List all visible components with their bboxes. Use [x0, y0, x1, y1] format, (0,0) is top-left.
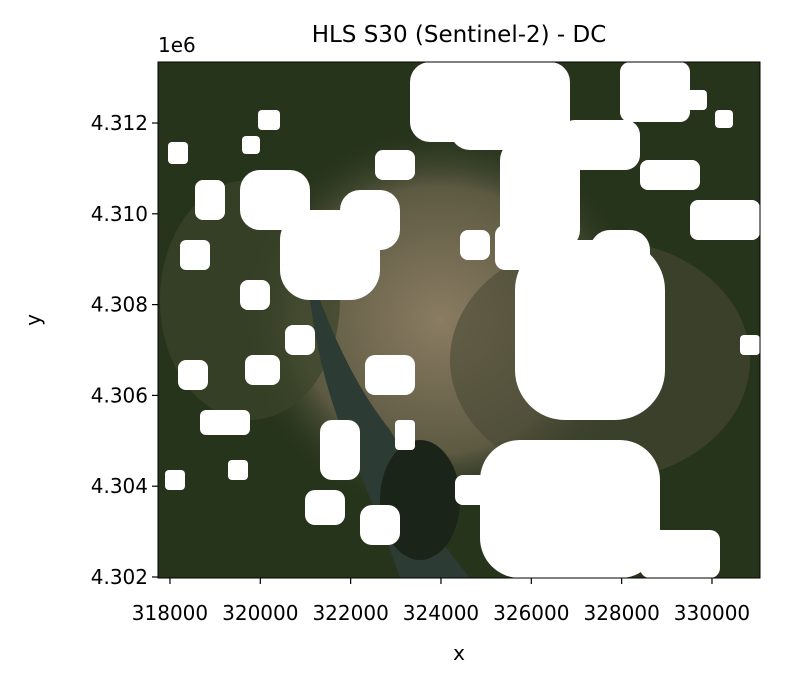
- x-tick-label: 330000: [674, 601, 750, 625]
- x-tick-label: 318000: [132, 601, 208, 625]
- y-tick-label: 4.306: [91, 383, 148, 407]
- satellite-image: [158, 62, 760, 578]
- y-offset-label: 1e6: [158, 33, 196, 57]
- plot-frame: [157, 61, 761, 579]
- x-tick-label: 320000: [222, 601, 298, 625]
- y-axis-label: y: [21, 314, 45, 326]
- y-tick-label: 4.310: [91, 202, 148, 226]
- x-axis-label: x: [453, 641, 465, 665]
- y-tick-label: 4.304: [91, 474, 148, 498]
- y-tick-label: 4.308: [91, 293, 148, 317]
- x-tick-label: 324000: [403, 601, 479, 625]
- chart-title: HLS S30 (Sentinel-2) - DC: [312, 22, 607, 48]
- y-tick-label: 4.302: [91, 565, 148, 589]
- y-tick-label: 4.312: [91, 111, 148, 135]
- x-tick-label: 328000: [583, 601, 659, 625]
- x-tick-label: 326000: [493, 601, 569, 625]
- x-tick-label: 322000: [312, 601, 388, 625]
